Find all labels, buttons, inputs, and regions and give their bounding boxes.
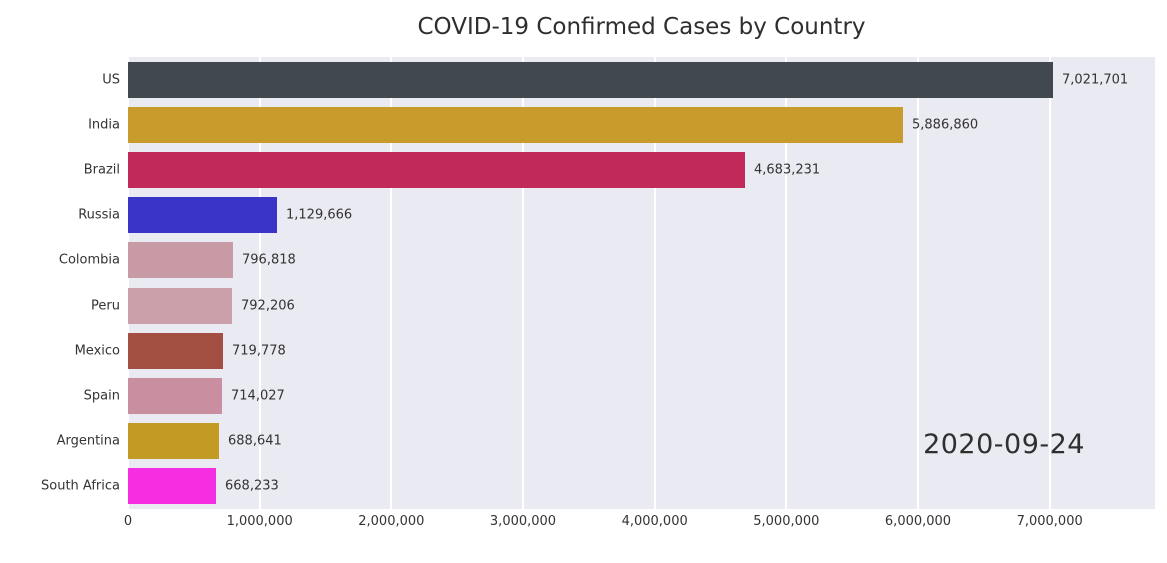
country-label: US [102,72,120,88]
country-label: Brazil [83,162,120,178]
country-bar [128,242,233,278]
value-label: 796,818 [242,252,296,268]
country-label: Argentina [56,433,120,449]
x-axis-tick-label: 7,000,000 [1016,514,1083,529]
country-label: Spain [83,388,120,404]
x-axis-tick-label: 1,000,000 [226,514,293,529]
grid-line [1048,57,1051,509]
grid-line [785,57,788,509]
country-label: India [88,117,120,133]
x-axis-tick-label: 6,000,000 [884,514,952,529]
value-label: 668,233 [225,478,279,494]
x-axis-tick-label: 4,000,000 [621,514,688,529]
country-bar [128,107,903,143]
value-label: 5,886,860 [912,117,979,133]
chart-title: COVID-19 Confirmed Cases by Country [417,14,866,40]
country-label: South Africa [41,478,120,494]
value-label: 7,021,701 [1062,72,1129,88]
grid-line [653,57,656,509]
plot-area: 2020-09-24 7,021,701 5,886,860 4,683,231 1,… [127,57,1155,509]
value-label: 688,641 [228,433,282,449]
country-bar [128,288,232,324]
x-axis-tick-label: 2,000,000 [358,514,425,529]
country-label: Colombia [58,252,120,268]
country-label: Peru [91,298,120,314]
country-label: Russia [78,207,120,223]
value-label: 792,206 [241,298,295,314]
grid-line [390,57,393,509]
x-axis-tick-label: 3,000,000 [489,514,557,529]
grid-line [917,57,919,509]
grid-line [522,57,524,509]
grid-line [127,57,129,509]
value-label: 4,683,231 [754,162,821,178]
x-axis-tick-label: 0 [123,514,133,529]
country-bar [128,378,222,414]
value-label: 714,027 [231,388,285,404]
country-bar [128,333,223,369]
value-label: 719,778 [232,343,286,359]
country-bar [128,423,219,459]
value-label: 1,129,666 [286,207,353,223]
date-annotation: 2020-09-24 [923,429,1085,460]
country-bar [128,152,745,188]
country-label: Mexico [74,343,120,359]
country-bar [128,468,216,504]
grid-line [258,57,261,509]
country-bar [128,62,1053,98]
x-axis-tick-label: 5,000,000 [753,514,820,529]
country-bar [128,197,277,233]
